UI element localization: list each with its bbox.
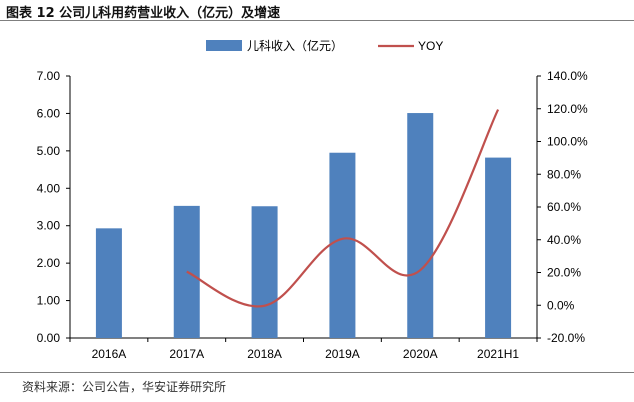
bar-series <box>95 113 512 338</box>
bar-2016A <box>95 228 122 338</box>
left-tick-label: 7.00 <box>37 69 61 83</box>
yoy-line <box>186 109 500 308</box>
left-tick-label: 3.00 <box>37 219 61 233</box>
x-tick-label: 2020A <box>403 347 438 361</box>
legend-label-line: YOY <box>418 39 443 53</box>
x-tick-label: 2019A <box>325 347 360 361</box>
bar-2021H1 <box>485 157 512 338</box>
x-tick-label: 2017A <box>169 347 204 361</box>
left-tick-label: 6.00 <box>37 106 61 120</box>
right-tick-label: 140.0% <box>547 69 588 83</box>
source-rule <box>0 372 634 373</box>
right-tick-label: 0.0% <box>547 298 575 312</box>
right-tick-label: 40.0% <box>547 233 581 247</box>
legend-swatch-bar <box>206 40 242 51</box>
right-tick-label: 20.0% <box>547 266 581 280</box>
legend-label-bar: 儿科收入（亿元） <box>247 38 343 53</box>
right-tick-label: 100.0% <box>547 135 588 149</box>
bar-2019A <box>329 152 356 338</box>
left-tick-label: 4.00 <box>37 181 61 195</box>
right-tick-label: 120.0% <box>547 102 588 116</box>
legend: 儿科收入（亿元） YOY <box>206 38 443 53</box>
left-tick-label: 2.00 <box>37 256 61 270</box>
x-tick-label: 2021H1 <box>477 347 519 361</box>
right-tick-label: 80.0% <box>547 167 581 181</box>
chart-axes: 0.00 1.00 2.00 3.00 4.00 5.00 6.00 7.00 -20.0% 0.… <box>37 69 588 345</box>
right-tick-label: -20.0% <box>547 331 585 345</box>
source-note: 资料来源：公司公告，华安证券研究所 <box>22 380 227 394</box>
figure-title: 图表 12 公司儿科用药营业收入（亿元）及增速 <box>6 6 281 21</box>
right-tick-label: 60.0% <box>547 200 581 214</box>
left-tick-label: 5.00 <box>37 144 61 158</box>
x-tick-labels: 2016A 2017A 2018A 2019A 2020A 2021H1 <box>92 347 520 361</box>
x-tick-label: 2018A <box>247 347 282 361</box>
title-rule <box>0 20 634 21</box>
bar-2018A <box>251 206 278 338</box>
bar-2020A <box>407 113 434 338</box>
left-tick-label: 1.00 <box>37 294 61 308</box>
x-tick-label: 2016A <box>92 347 127 361</box>
left-tick-label: 0.00 <box>37 331 61 345</box>
line-series <box>186 109 500 308</box>
